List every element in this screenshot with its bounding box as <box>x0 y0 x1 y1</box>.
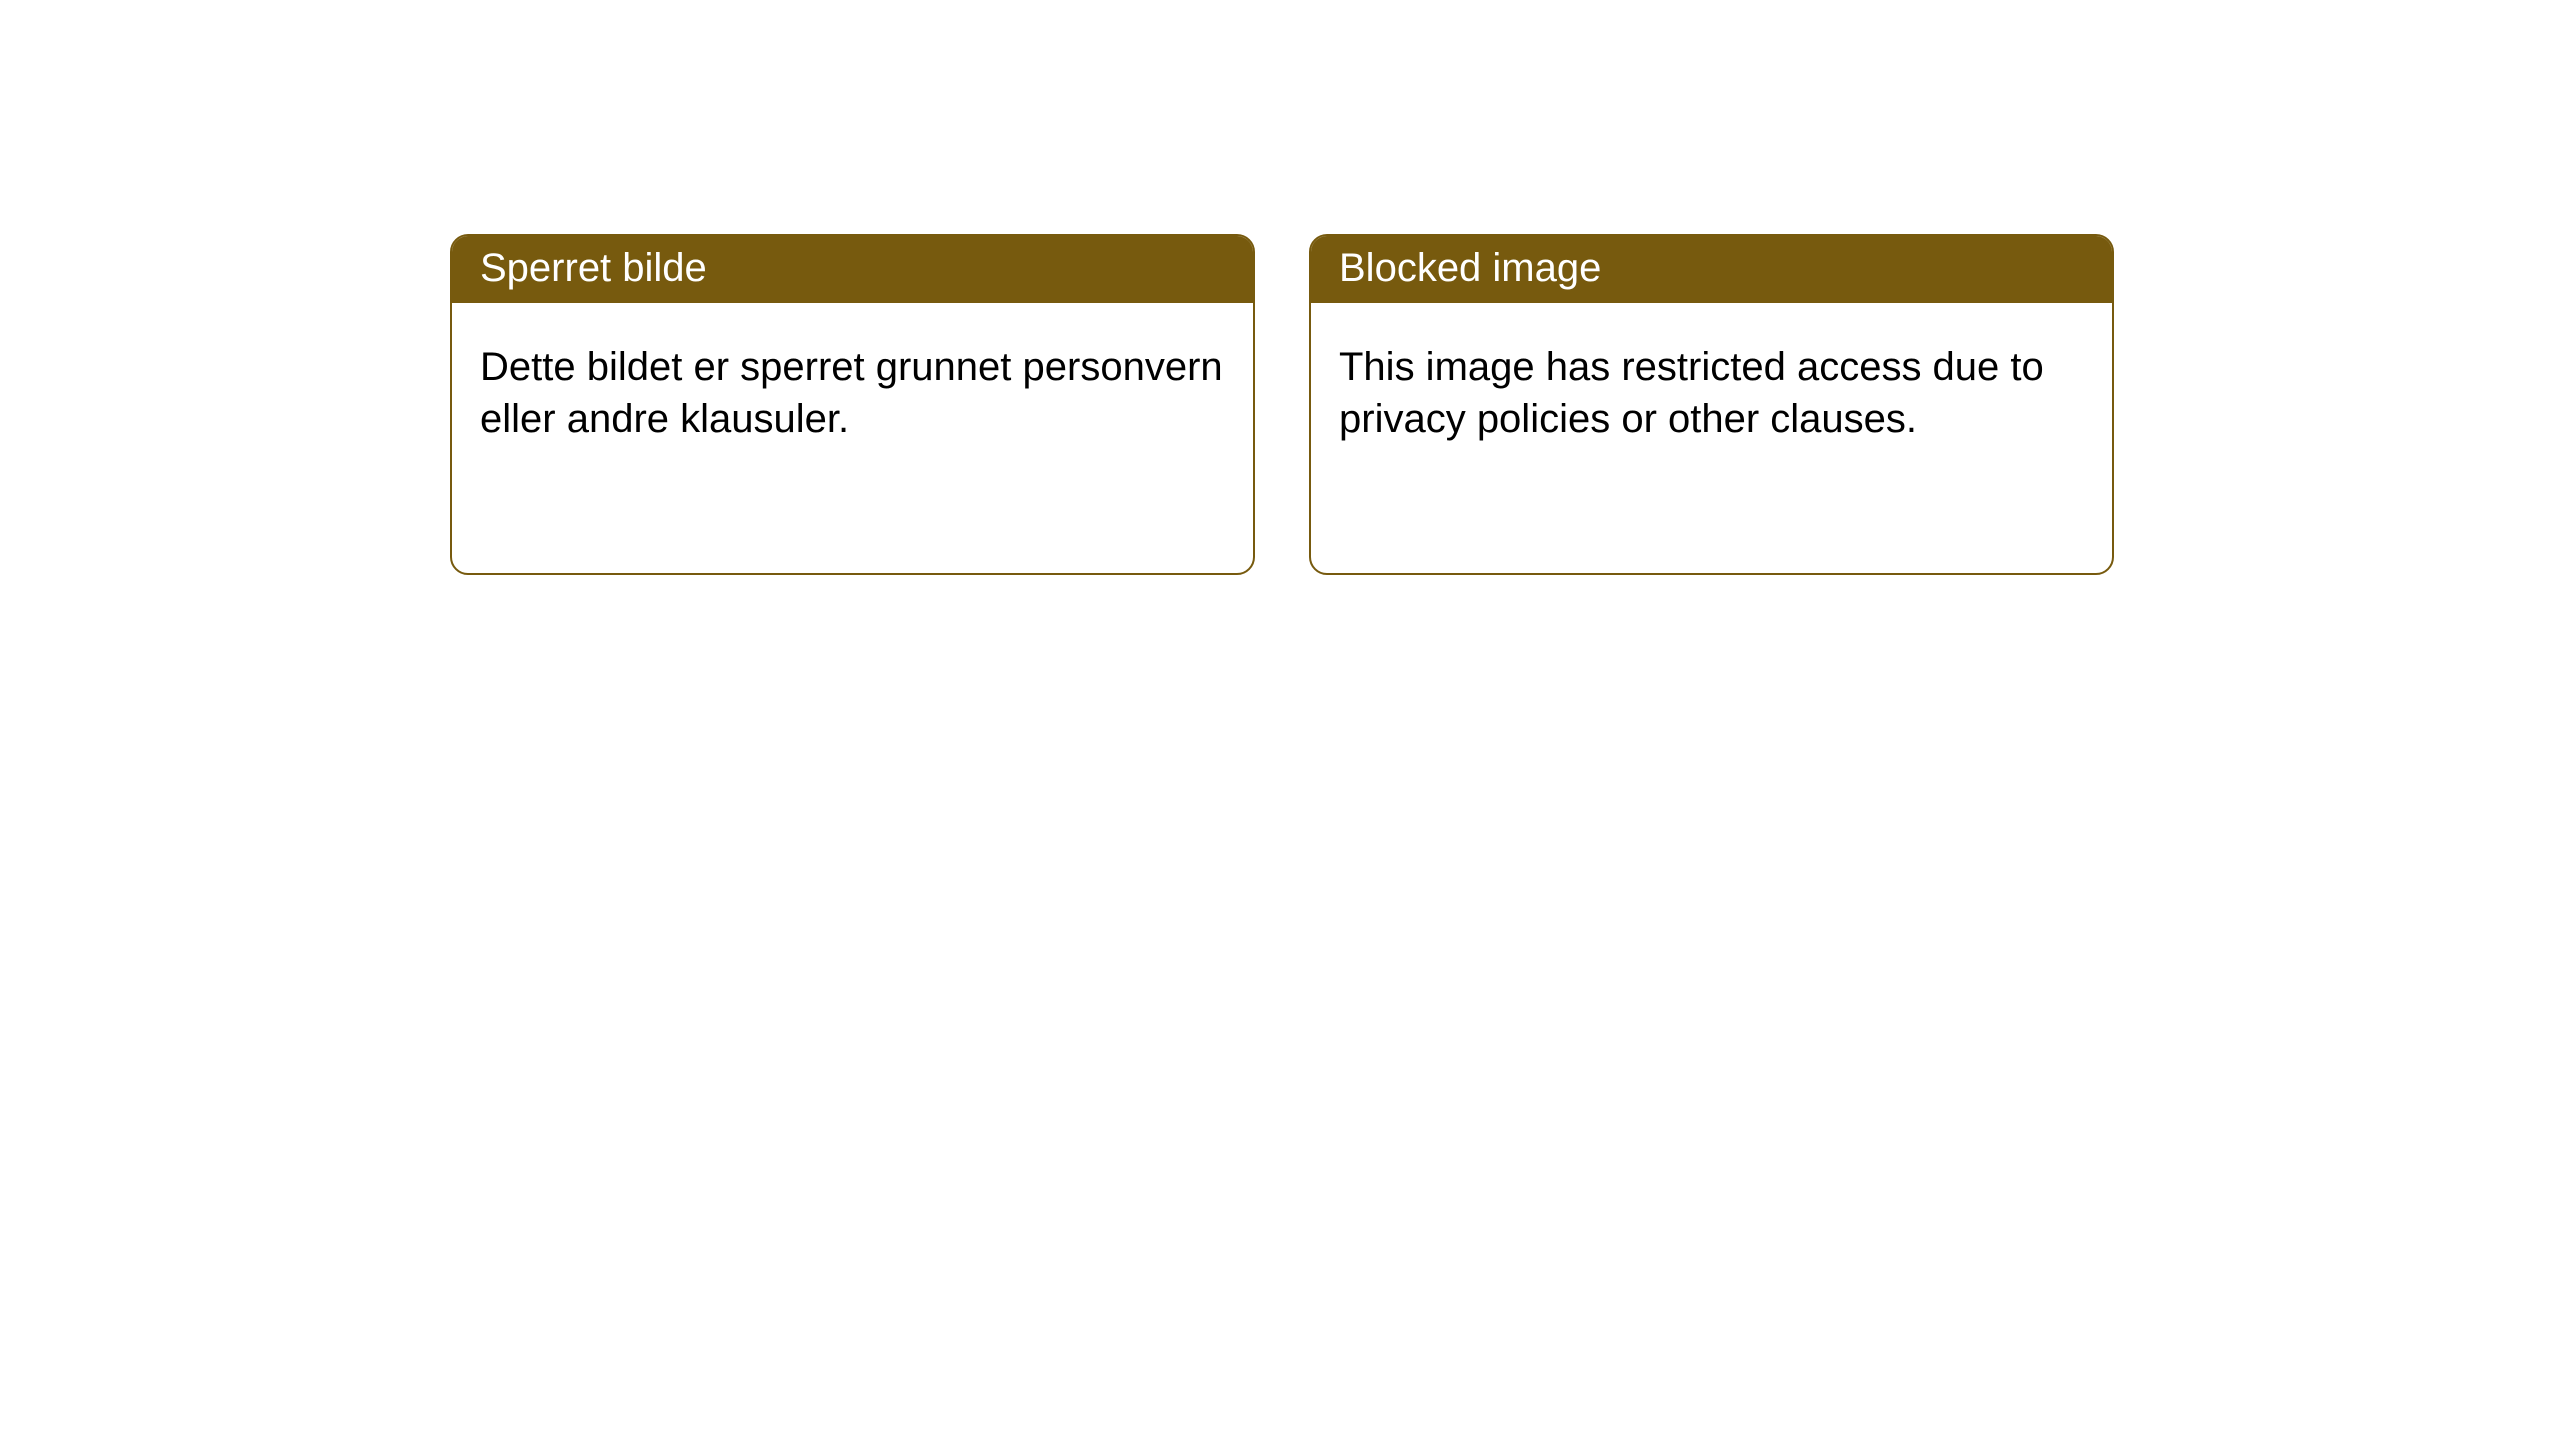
notice-card-norwegian: Sperret bilde Dette bildet er sperret gr… <box>450 234 1255 575</box>
notice-body-norwegian: Dette bildet er sperret grunnet personve… <box>452 303 1253 573</box>
notice-card-english: Blocked image This image has restricted … <box>1309 234 2114 575</box>
notice-header-norwegian: Sperret bilde <box>452 236 1253 303</box>
notice-container: Sperret bilde Dette bildet er sperret gr… <box>0 0 2560 575</box>
notice-header-english: Blocked image <box>1311 236 2112 303</box>
notice-body-english: This image has restricted access due to … <box>1311 303 2112 573</box>
